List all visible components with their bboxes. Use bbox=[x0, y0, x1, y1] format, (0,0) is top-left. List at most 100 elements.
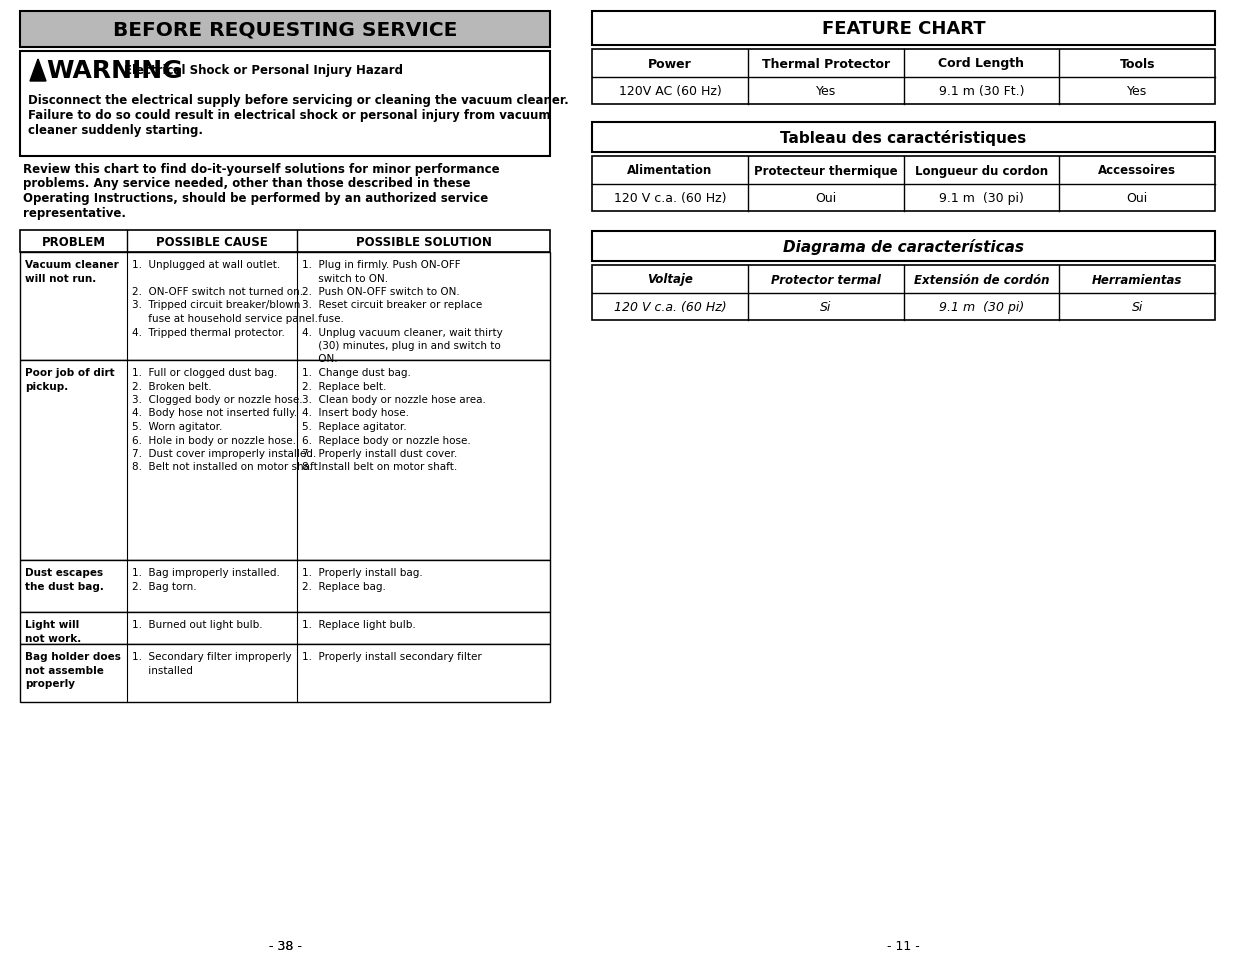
Text: 120 V c.a. (60 Hz): 120 V c.a. (60 Hz) bbox=[614, 192, 726, 205]
Text: fuse at household service panel.: fuse at household service panel. bbox=[132, 314, 317, 324]
Text: Herramientas: Herramientas bbox=[1092, 274, 1182, 286]
Text: switch to ON.: switch to ON. bbox=[303, 274, 388, 283]
Text: 1.  Bag improperly installed.: 1. Bag improperly installed. bbox=[132, 567, 280, 578]
Bar bbox=[20, 52, 550, 157]
Text: Tableau des caractéristiques: Tableau des caractéristiques bbox=[781, 130, 1026, 146]
Text: 2.  Push ON-OFF switch to ON.: 2. Push ON-OFF switch to ON. bbox=[303, 287, 459, 296]
Text: problems. Any service needed, other than those described in these: problems. Any service needed, other than… bbox=[23, 177, 471, 191]
Text: 9.1 m (30 Ft.): 9.1 m (30 Ft.) bbox=[939, 85, 1024, 98]
Text: 4.  Unplug vacuum cleaner, wait thirty: 4. Unplug vacuum cleaner, wait thirty bbox=[303, 327, 503, 337]
Text: not work.: not work. bbox=[25, 633, 82, 643]
Text: 3.  Reset circuit breaker or replace: 3. Reset circuit breaker or replace bbox=[303, 300, 482, 310]
Text: Failure to do so could result in electrical shock or personal injury from vacuum: Failure to do so could result in electri… bbox=[28, 109, 551, 122]
Text: Light will: Light will bbox=[25, 619, 79, 629]
Text: WARNING: WARNING bbox=[46, 59, 183, 83]
Text: 2.  ON-OFF switch not turned on.: 2. ON-OFF switch not turned on. bbox=[132, 287, 303, 296]
Text: properly: properly bbox=[25, 679, 75, 688]
Text: 1.  Secondary filter improperly: 1. Secondary filter improperly bbox=[132, 651, 291, 661]
Text: ON.: ON. bbox=[303, 355, 337, 364]
Text: 5.  Worn agitator.: 5. Worn agitator. bbox=[132, 421, 222, 432]
Text: 4.  Body hose not inserted fully.: 4. Body hose not inserted fully. bbox=[132, 408, 298, 418]
Text: - 11 -: - 11 - bbox=[887, 939, 920, 952]
Text: !: ! bbox=[36, 68, 41, 78]
Text: the dust bag.: the dust bag. bbox=[25, 581, 104, 591]
Bar bbox=[592, 12, 1215, 46]
Text: - 38 -: - 38 - bbox=[268, 939, 301, 952]
Bar bbox=[592, 266, 1215, 320]
Text: 2.  Replace belt.: 2. Replace belt. bbox=[303, 381, 387, 391]
Bar bbox=[20, 360, 550, 560]
Text: Accessoires: Accessoires bbox=[1098, 164, 1176, 177]
Bar bbox=[20, 12, 550, 48]
Text: 9.1 m  (30 pi): 9.1 m (30 pi) bbox=[939, 301, 1024, 314]
Text: 3.  Clean body or nozzle hose area.: 3. Clean body or nozzle hose area. bbox=[303, 395, 485, 405]
Text: 2.  Replace bag.: 2. Replace bag. bbox=[303, 581, 385, 591]
Text: 7.  Dust cover improperly installed.: 7. Dust cover improperly installed. bbox=[132, 449, 316, 458]
Text: Power: Power bbox=[648, 57, 692, 71]
Text: 3.  Tripped circuit breaker/blown: 3. Tripped circuit breaker/blown bbox=[132, 300, 300, 310]
Text: POSSIBLE CAUSE: POSSIBLE CAUSE bbox=[156, 235, 268, 248]
Text: 1.  Properly install bag.: 1. Properly install bag. bbox=[303, 567, 422, 578]
Polygon shape bbox=[30, 60, 46, 82]
Text: 8.  Belt not installed on motor shaft.: 8. Belt not installed on motor shaft. bbox=[132, 462, 321, 472]
Text: Extensión de cordón: Extensión de cordón bbox=[914, 274, 1049, 286]
Text: 1.  Full or clogged dust bag.: 1. Full or clogged dust bag. bbox=[132, 368, 278, 377]
Text: 1.  Replace light bulb.: 1. Replace light bulb. bbox=[303, 619, 416, 629]
Text: 1.  Plug in firmly. Push ON-OFF: 1. Plug in firmly. Push ON-OFF bbox=[303, 260, 461, 270]
Text: Vacuum cleaner: Vacuum cleaner bbox=[25, 260, 119, 270]
Text: will not run.: will not run. bbox=[25, 274, 96, 283]
Text: installed: installed bbox=[132, 665, 193, 675]
Text: 6.  Hole in body or nozzle hose.: 6. Hole in body or nozzle hose. bbox=[132, 435, 296, 445]
Text: 120V AC (60 Hz): 120V AC (60 Hz) bbox=[619, 85, 721, 98]
Text: FEATURE CHART: FEATURE CHART bbox=[821, 20, 986, 38]
Bar bbox=[592, 50, 1215, 105]
Text: cleaner suddenly starting.: cleaner suddenly starting. bbox=[28, 124, 203, 137]
Text: fuse.: fuse. bbox=[303, 314, 343, 324]
Text: 6.  Replace body or nozzle hose.: 6. Replace body or nozzle hose. bbox=[303, 435, 471, 445]
Bar bbox=[20, 644, 550, 702]
Bar bbox=[20, 560, 550, 613]
Text: 8.  Install belt on motor shaft.: 8. Install belt on motor shaft. bbox=[303, 462, 457, 472]
Text: pickup.: pickup. bbox=[25, 381, 68, 391]
Text: 1.  Change dust bag.: 1. Change dust bag. bbox=[303, 368, 411, 377]
Text: 2.  Bag torn.: 2. Bag torn. bbox=[132, 581, 196, 591]
Text: Diagrama de características: Diagrama de características bbox=[783, 239, 1024, 254]
Bar bbox=[20, 613, 550, 644]
Text: Dust escapes: Dust escapes bbox=[25, 567, 104, 578]
Text: Bag holder does: Bag holder does bbox=[25, 651, 121, 661]
Text: Electrical Shock or Personal Injury Hazard: Electrical Shock or Personal Injury Haza… bbox=[124, 64, 403, 77]
Text: representative.: representative. bbox=[23, 206, 126, 219]
Text: Oui: Oui bbox=[815, 192, 836, 205]
Text: Tools: Tools bbox=[1119, 57, 1155, 71]
Text: 7.  Properly install dust cover.: 7. Properly install dust cover. bbox=[303, 449, 457, 458]
Text: 1.  Burned out light bulb.: 1. Burned out light bulb. bbox=[132, 619, 263, 629]
Bar bbox=[20, 253, 550, 360]
Text: 9.1 m  (30 pi): 9.1 m (30 pi) bbox=[939, 192, 1024, 205]
Text: Longueur du cordon: Longueur du cordon bbox=[915, 164, 1049, 177]
Bar bbox=[592, 232, 1215, 262]
Text: Disconnect the electrical supply before servicing or cleaning the vacuum cleaner: Disconnect the electrical supply before … bbox=[28, 94, 569, 107]
Text: Yes: Yes bbox=[815, 85, 836, 98]
Text: 120 V c.a. (60 Hz): 120 V c.a. (60 Hz) bbox=[614, 301, 726, 314]
Text: Cord Length: Cord Length bbox=[939, 57, 1024, 71]
Text: not assemble: not assemble bbox=[25, 665, 104, 675]
Text: Protector termal: Protector termal bbox=[771, 274, 881, 286]
Text: 1.  Properly install secondary filter: 1. Properly install secondary filter bbox=[303, 651, 482, 661]
Text: Protecteur thermique: Protecteur thermique bbox=[753, 164, 898, 177]
Text: PROBLEM: PROBLEM bbox=[42, 235, 105, 248]
Text: - 38 -: - 38 - bbox=[268, 939, 301, 952]
Text: Thermal Protector: Thermal Protector bbox=[762, 57, 889, 71]
Text: Voltaje: Voltaje bbox=[647, 274, 693, 286]
Text: Si: Si bbox=[820, 301, 831, 314]
Text: Poor job of dirt: Poor job of dirt bbox=[25, 368, 115, 377]
Text: 4.  Insert body hose.: 4. Insert body hose. bbox=[303, 408, 409, 418]
Text: BEFORE REQUESTING SERVICE: BEFORE REQUESTING SERVICE bbox=[112, 20, 457, 39]
Text: POSSIBLE SOLUTION: POSSIBLE SOLUTION bbox=[356, 235, 492, 248]
Text: 5.  Replace agitator.: 5. Replace agitator. bbox=[303, 421, 406, 432]
Bar bbox=[20, 231, 550, 253]
Text: 1.  Unplugged at wall outlet.: 1. Unplugged at wall outlet. bbox=[132, 260, 280, 270]
Text: Yes: Yes bbox=[1128, 85, 1147, 98]
Text: Operating Instructions, should be performed by an authorized service: Operating Instructions, should be perfor… bbox=[23, 192, 488, 205]
Bar bbox=[592, 123, 1215, 152]
Bar bbox=[592, 157, 1215, 212]
